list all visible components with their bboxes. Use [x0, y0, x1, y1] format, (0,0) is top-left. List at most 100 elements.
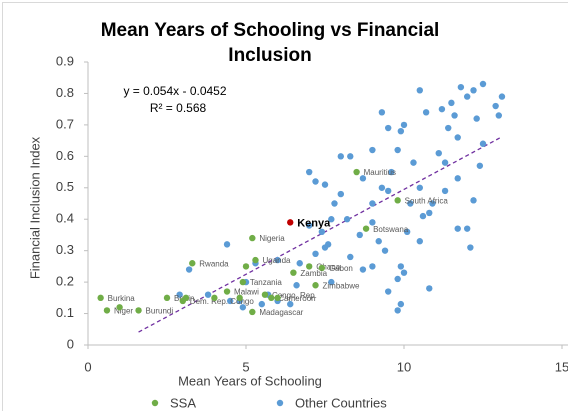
- legend-label: Other Countries: [295, 395, 387, 410]
- point: [353, 168, 360, 176]
- point: [464, 225, 471, 232]
- point: [378, 109, 386, 116]
- point: [189, 260, 196, 267]
- point: [274, 294, 281, 302]
- point: [163, 294, 171, 302]
- point: [470, 197, 477, 204]
- point: [441, 159, 449, 166]
- y-tick-label: 0.4: [56, 211, 74, 226]
- y-tick-label: 0.6: [56, 148, 74, 163]
- point: [369, 263, 376, 270]
- point: [318, 264, 326, 272]
- point: [318, 228, 326, 235]
- point: [290, 269, 297, 276]
- point: [135, 307, 142, 314]
- point-label: Congo, Rep.: [272, 291, 317, 300]
- point: [385, 187, 392, 195]
- point: [388, 168, 395, 176]
- point: [249, 308, 256, 316]
- point-label: Zimbabwe: [323, 281, 360, 290]
- point: [306, 263, 313, 270]
- point: [479, 140, 487, 147]
- point-label: Niger: [114, 307, 133, 316]
- point-label: Rwanda: [199, 259, 229, 268]
- point: [454, 134, 461, 141]
- point: [321, 244, 329, 251]
- point: [498, 93, 506, 100]
- legend-marker: [151, 399, 159, 407]
- point: [394, 197, 401, 204]
- point: [337, 153, 344, 160]
- legend-marker: [276, 399, 284, 407]
- point: [457, 83, 465, 91]
- point-label: Botswana: [373, 225, 409, 234]
- point-label: Burundi: [146, 307, 174, 316]
- point: [258, 300, 265, 308]
- y-tick-label: 0.8: [56, 85, 74, 100]
- point: [328, 278, 335, 286]
- point: [426, 285, 433, 292]
- point: [410, 159, 417, 166]
- point: [479, 80, 487, 88]
- point: [343, 216, 351, 223]
- point: [296, 260, 303, 267]
- point: [287, 219, 294, 226]
- point: [116, 304, 123, 311]
- point: [356, 231, 363, 239]
- point: [419, 212, 427, 220]
- point: [448, 99, 455, 107]
- point-label: Kenya: [297, 217, 331, 229]
- point: [223, 241, 231, 248]
- point: [321, 181, 329, 188]
- point: [369, 146, 376, 154]
- point: [306, 168, 313, 176]
- y-tick-label: 0: [67, 336, 74, 351]
- point: [381, 247, 389, 254]
- point: [394, 146, 401, 154]
- point: [400, 121, 408, 129]
- y-tick-label: 0.3: [56, 242, 74, 257]
- point: [359, 266, 367, 273]
- point: [435, 149, 442, 157]
- point: [407, 200, 414, 207]
- point: [369, 200, 376, 207]
- point: [176, 291, 183, 298]
- y-tick-label: 0.2: [56, 274, 74, 289]
- point: [416, 238, 423, 245]
- point-label: Ghana: [316, 262, 341, 271]
- point: [454, 225, 461, 232]
- point-label: Tanzania: [250, 278, 283, 287]
- point: [397, 300, 405, 308]
- point: [185, 266, 193, 273]
- point: [204, 291, 212, 298]
- point: [445, 124, 452, 132]
- point: [236, 294, 243, 302]
- point: [249, 234, 256, 242]
- x-tick-label: 0: [84, 359, 91, 374]
- point: [328, 216, 335, 223]
- point: [312, 250, 319, 258]
- point: [293, 282, 300, 289]
- y-axis-label: Financial Inclusion Index: [27, 136, 42, 279]
- point: [268, 294, 275, 302]
- point-label: Zambia: [300, 269, 327, 278]
- point-label: Gabon: [329, 264, 353, 273]
- point: [492, 102, 499, 110]
- point-label: Mauritius: [364, 168, 396, 177]
- point-label: Burkina: [108, 294, 136, 303]
- point: [182, 294, 190, 302]
- point: [239, 278, 247, 286]
- point: [369, 219, 376, 226]
- point: [287, 300, 294, 308]
- point: [429, 200, 436, 207]
- x-tick-label: 5: [242, 359, 249, 374]
- point: [400, 269, 408, 276]
- point: [378, 184, 386, 191]
- y-tick-label: 0.1: [56, 305, 74, 320]
- point-label: Cameroon: [278, 294, 315, 303]
- r-squared: R² = 0.568: [150, 101, 207, 115]
- point: [239, 304, 247, 311]
- point: [359, 175, 367, 182]
